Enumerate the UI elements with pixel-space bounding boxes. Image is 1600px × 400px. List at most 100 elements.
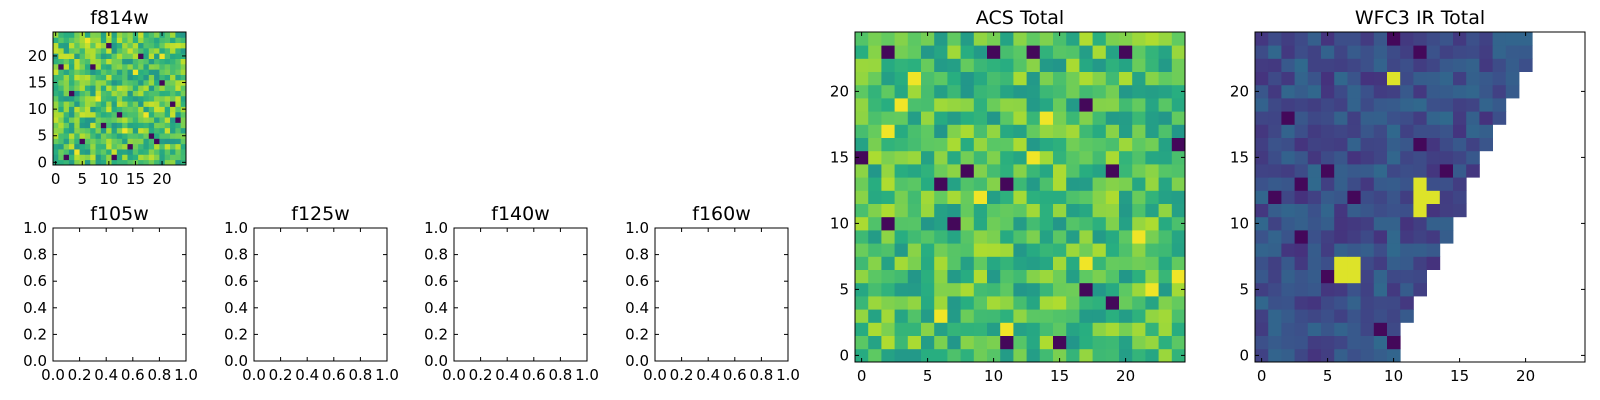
- heatmap-cell: [1387, 296, 1401, 310]
- heatmap-cell: [111, 37, 118, 44]
- heatmap-cell: [1268, 348, 1282, 363]
- heatmap-cell: [1119, 203, 1133, 218]
- heatmap-cell: [1492, 111, 1507, 125]
- heatmap-cell: [1255, 243, 1269, 257]
- heatmap-cell: [116, 58, 123, 65]
- heatmap-cell: [95, 90, 102, 97]
- heatmap-cell: [1092, 137, 1107, 152]
- heatmap-cell: [100, 69, 107, 75]
- heatmap-cell: [1092, 32, 1107, 46]
- heatmap-cell: [1171, 111, 1186, 125]
- heatmap-cell: [973, 243, 988, 257]
- heatmap-cell: [53, 58, 59, 65]
- heatmap-cell: [127, 90, 134, 97]
- heatmap-cell: [63, 159, 70, 166]
- heatmap-cell: [1132, 84, 1146, 99]
- heatmap-cell: [159, 143, 166, 150]
- heatmap-cell: [1079, 216, 1093, 231]
- heatmap-cell: [90, 159, 96, 166]
- heatmap-cell: [1026, 84, 1041, 99]
- heatmap-cell: [95, 37, 102, 44]
- heatmap-cell: [1119, 230, 1133, 244]
- heatmap-cell: [960, 203, 975, 218]
- heatmap-cell: [154, 74, 160, 81]
- heatmap-cell: [1145, 269, 1159, 284]
- heatmap-cell: [1119, 84, 1133, 99]
- heatmap-cell: [1145, 58, 1159, 72]
- heatmap-cell: [1268, 296, 1282, 310]
- heatmap-cell: [1105, 282, 1120, 297]
- heatmap-cell: [1453, 32, 1467, 46]
- y-tick-label: 1.0: [424, 219, 448, 237]
- heatmap-cell: [132, 122, 139, 129]
- heatmap-cell: [1092, 84, 1107, 99]
- heatmap-cell: [960, 296, 975, 310]
- heatmap-cell: [1321, 203, 1335, 218]
- heatmap-cell: [1119, 150, 1133, 165]
- heatmap-cell: [1255, 98, 1269, 112]
- x-tick-label: 0.2: [68, 366, 92, 384]
- heatmap-cell: [1119, 98, 1133, 112]
- heatmap-cell: [1307, 230, 1322, 244]
- heatmap-cell: [1413, 269, 1427, 284]
- heatmap-cell: [921, 348, 935, 363]
- heatmap-cell: [74, 149, 80, 155]
- heatmap-cell: [1466, 32, 1480, 46]
- heatmap-cell: [1132, 269, 1146, 284]
- heatmap-cell: [907, 348, 922, 363]
- heatmap-cell: [1334, 348, 1348, 363]
- heatmap-cell: [90, 143, 96, 150]
- heatmap-cell: [164, 32, 171, 38]
- heatmap-cell: [1026, 216, 1041, 231]
- heatmap-cell: [164, 63, 171, 70]
- heatmap-cell: [1268, 269, 1282, 284]
- heatmap-cell: [1321, 309, 1335, 323]
- heatmap-cell: [947, 32, 961, 46]
- heatmap-cell: [159, 90, 166, 97]
- heatmap-cell: [164, 101, 171, 107]
- y-tick-label: 10: [28, 100, 47, 118]
- heatmap-cell: [1026, 256, 1041, 270]
- heatmap-cell: [1281, 322, 1295, 336]
- heatmap-cell: [1145, 124, 1159, 138]
- heatmap-cell: [175, 47, 182, 54]
- heatmap-cell: [1466, 98, 1480, 112]
- heatmap-cell: [1281, 269, 1295, 284]
- heatmap-cell: [1119, 243, 1133, 257]
- heatmap-cell: [1347, 177, 1361, 191]
- heatmap-cell: [1119, 164, 1133, 178]
- heatmap-cell: [987, 230, 1001, 244]
- heatmap-cell: [1294, 71, 1309, 86]
- heatmap-cell: [122, 149, 128, 155]
- heatmap-cell: [1268, 216, 1282, 231]
- heatmap-cell: [1413, 216, 1427, 231]
- heatmap-cell: [74, 42, 80, 49]
- heatmap-cell: [116, 42, 123, 49]
- heatmap-cell: [947, 111, 961, 125]
- heatmap-cell: [159, 149, 166, 155]
- heatmap-cell: [1079, 84, 1093, 99]
- heatmap-cell: [116, 79, 123, 86]
- heatmap-cell: [1171, 203, 1186, 218]
- heatmap-cell: [116, 154, 123, 161]
- heatmap-cell: [116, 47, 123, 54]
- heatmap-cell: [84, 101, 91, 107]
- heatmap-cell: [947, 58, 961, 72]
- heatmap-cell: [138, 154, 144, 161]
- heatmap-cell: [1000, 256, 1014, 270]
- heatmap-cell: [1334, 137, 1348, 152]
- heatmap-cell: [143, 111, 150, 118]
- heatmap-cell: [1053, 309, 1067, 323]
- heatmap-cell: [180, 154, 187, 161]
- heatmap-cell: [1119, 58, 1133, 72]
- heatmap-cells-wfc3-ir-total: [1255, 32, 1533, 363]
- heatmap-cell: [1158, 230, 1173, 244]
- heatmap-cell: [63, 106, 70, 113]
- heatmap-cell: [1105, 230, 1120, 244]
- heatmap-cell: [960, 45, 975, 59]
- heatmap-cell: [1039, 296, 1054, 310]
- heatmap-cell: [1360, 256, 1375, 270]
- heatmap-cell: [138, 101, 144, 107]
- heatmap-cell: [1281, 190, 1295, 204]
- heatmap-cell: [106, 143, 112, 150]
